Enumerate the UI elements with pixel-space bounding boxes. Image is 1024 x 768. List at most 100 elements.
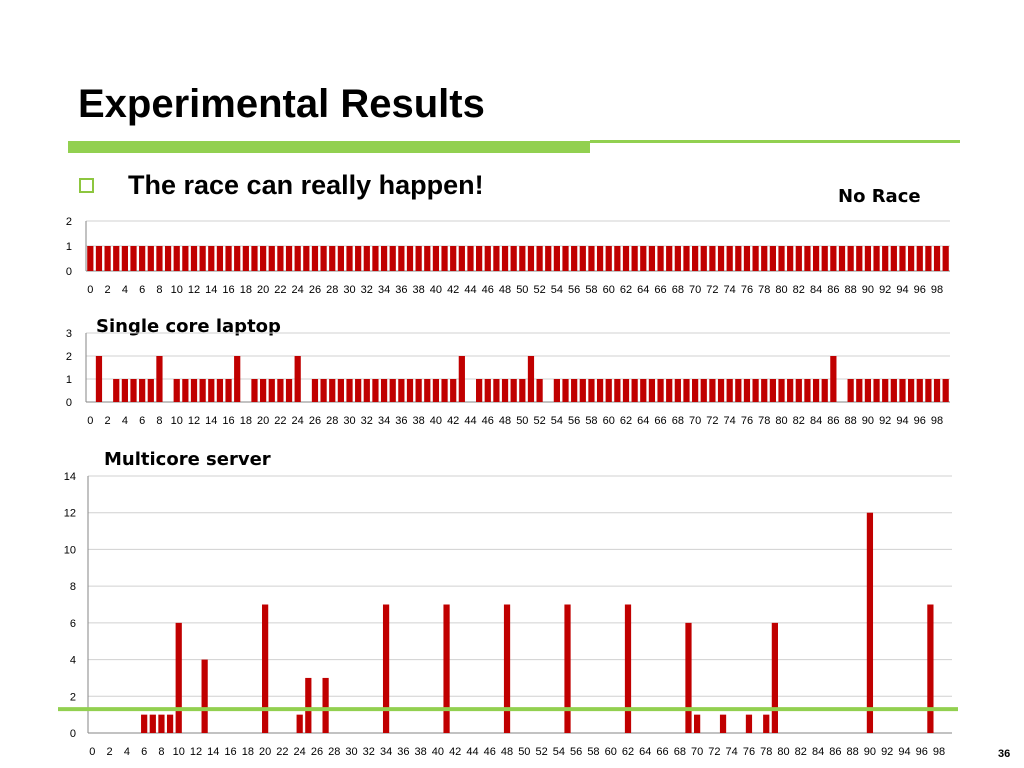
no-race-bar [285,246,293,271]
single-core-bar [484,379,491,402]
multicore-xtick-label: 72 [708,746,720,758]
no-race-xtick-label: 88 [845,284,857,296]
no-race-bar [830,246,837,271]
single-core-xtick-label: 14 [205,415,217,427]
single-core-bar [648,379,656,402]
multicore-ytick-label: 2 [70,691,76,703]
no-race-bar [87,246,94,271]
no-race-bar [355,246,362,271]
single-core-xtick-label: 76 [741,415,753,427]
no-race-bar [648,246,656,271]
no-race-xtick-label: 14 [205,284,217,296]
single-core-bar [795,379,802,402]
single-core-xtick-label: 8 [156,415,162,427]
multicore-xtick-label: 46 [484,746,496,758]
bullet-text: The race can really happen! [128,170,484,200]
single-core-bar [778,379,785,402]
no-race-bar [380,246,388,271]
multicore-bar [166,714,174,733]
single-core-xtick-label: 6 [139,415,145,427]
multicore-bar [927,604,934,733]
multicore-xtick-label: 76 [743,746,755,758]
single-core-bar [692,379,699,402]
single-core-bar [804,379,811,402]
single-core-bar [268,379,275,402]
no-race-xtick-label: 94 [896,284,908,296]
no-race-bar [346,246,353,271]
no-race-bar [329,246,336,271]
single-core-bar [856,379,863,402]
no-race-bar [501,246,509,271]
single-core-bar [458,356,465,402]
multicore-xtick-label: 62 [622,746,634,758]
single-core-xtick-label: 0 [87,415,93,427]
single-core-bar [147,379,154,402]
bullet-square-icon [79,178,94,193]
single-core-xtick-label: 40 [430,415,442,427]
no-race-bar [303,246,310,271]
single-core-xtick-label: 70 [689,415,701,427]
multicore-bar [305,677,312,733]
single-core-xtick-label: 24 [292,415,304,427]
multicore-xtick-label: 20 [259,746,271,758]
no-race-bar [406,246,414,271]
no-race-xtick-label: 4 [122,284,128,296]
no-race-xtick-label: 98 [931,284,943,296]
single-core-xtick-label: 64 [637,415,649,427]
single-core-xtick-label: 82 [793,415,805,427]
single-core-xtick-label: 18 [240,415,252,427]
multicore-bar [149,714,156,733]
single-core-xtick-label: 90 [862,415,874,427]
multicore-xtick-label: 24 [294,746,306,758]
no-race-xtick-label: 22 [274,284,286,296]
single-core-xtick-label: 54 [551,415,563,427]
multicore-xtick-label: 38 [415,746,427,758]
no-race-bar [553,246,560,271]
multicore-xtick-label: 30 [345,746,357,758]
no-race-bar [908,246,915,271]
no-race-xtick-label: 64 [637,284,649,296]
multicore-xtick-label: 22 [276,746,288,758]
no-race-bar [260,246,267,271]
multicore-xtick-label: 32 [363,746,375,758]
no-race-xtick-label: 44 [464,284,476,296]
multicore-bar [141,714,148,733]
single-core-bar [683,379,690,402]
single-core-bar [925,379,932,402]
single-core-ytick-label: 0 [66,397,72,409]
single-core-bar [380,379,388,402]
multicore-xtick-label: 44 [466,746,478,758]
single-core-bar [510,379,517,402]
single-core-bar [666,379,673,402]
no-race-bar [666,246,673,271]
multicore-xtick-label: 68 [674,746,686,758]
multicore-xtick-label: 26 [311,746,323,758]
single-core-bar [225,379,232,402]
multicore-ytick-label: 10 [64,544,76,556]
single-core-xtick-label: 68 [672,415,684,427]
single-core-bar [173,379,180,402]
no-race-bar [208,246,215,271]
multicore-xtick-label: 2 [107,746,113,758]
single-core-xtick-label: 66 [654,415,666,427]
no-race-bar [277,246,284,271]
no-race-bar [527,246,535,271]
multicore-bar [771,622,778,733]
single-core-xtick-label: 72 [706,415,718,427]
no-race-xtick-label: 74 [724,284,736,296]
multicore-bar [175,622,182,733]
multicore-xtick-label: 86 [829,746,841,758]
single-core-bar [139,379,146,402]
no-race-xtick-label: 82 [793,284,805,296]
no-race-xtick-label: 38 [413,284,425,296]
no-race-xtick-label: 86 [827,284,839,296]
single-core-bar [553,379,560,402]
single-core-xtick-label: 2 [105,415,111,427]
no-race-xtick-label: 30 [343,284,355,296]
multicore-xtick-label: 60 [605,746,617,758]
no-race-xtick-label: 48 [499,284,511,296]
single-core-bar [735,379,742,402]
no-race-bar [821,246,828,271]
no-race-bar [674,246,681,271]
no-race-bar [726,246,733,271]
